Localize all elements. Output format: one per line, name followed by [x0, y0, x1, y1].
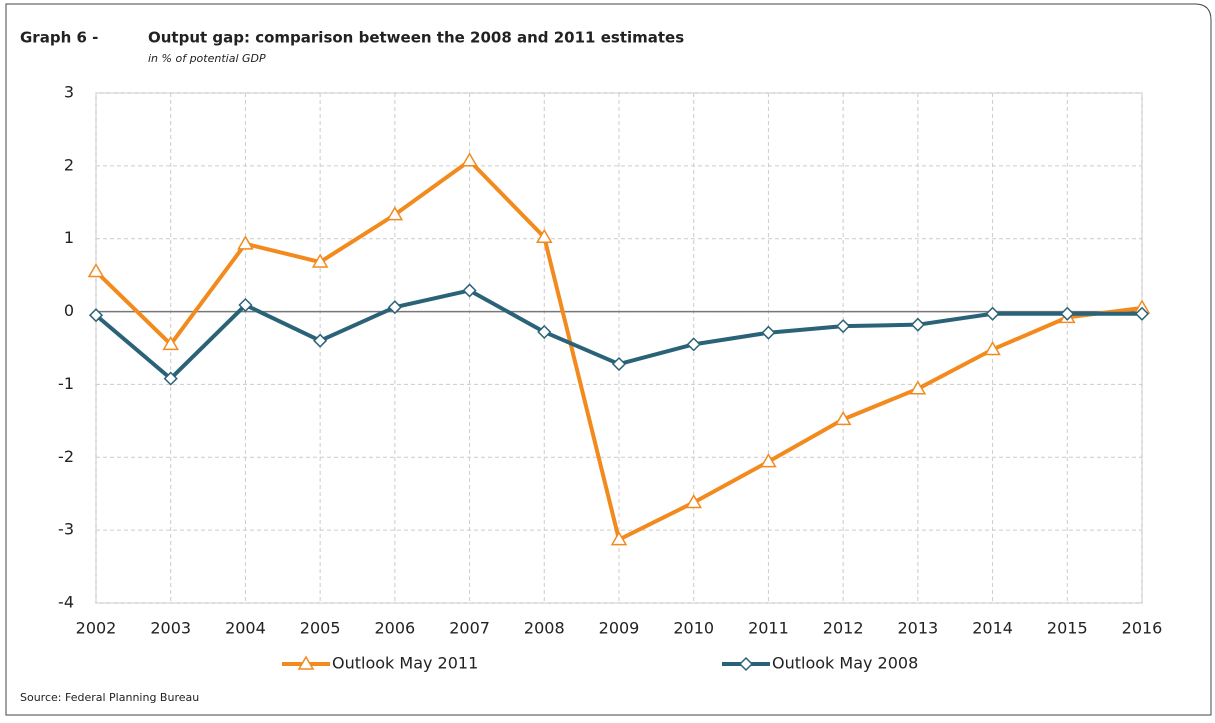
x-tick-label: 2007: [449, 619, 490, 638]
marker: [686, 337, 701, 352]
marker: [162, 335, 180, 351]
marker: [163, 371, 178, 386]
x-tick-label: 2002: [76, 619, 117, 638]
y-tick-label: 2: [64, 155, 74, 174]
marker: [1134, 306, 1150, 321]
x-tick-label: 2006: [374, 619, 415, 638]
marker: [387, 300, 402, 315]
marker: [760, 453, 777, 468]
marker: [610, 531, 628, 546]
marker: [87, 263, 105, 278]
marker: [462, 283, 477, 298]
marker: [985, 306, 1000, 321]
marker: [237, 235, 254, 250]
x-tick-label: 2003: [150, 619, 191, 638]
marker: [88, 308, 104, 323]
y-tick-label: 3: [64, 83, 74, 102]
chart-title: Output gap: comparison between the 2008 …: [148, 29, 684, 47]
marker: [909, 380, 927, 395]
y-tick-label: -1: [58, 374, 74, 393]
x-tick-label: 2015: [1047, 619, 1088, 638]
x-tick-label: 2009: [599, 619, 640, 638]
x-tick-label: 2014: [972, 619, 1013, 638]
marker: [461, 152, 478, 167]
marker: [836, 319, 851, 334]
legend-label: Outlook May 2008: [772, 654, 918, 673]
x-tick-label: 2004: [225, 619, 266, 638]
marker: [910, 317, 925, 332]
marker: [238, 297, 253, 313]
x-tick-label: 2005: [300, 619, 341, 638]
frame: [5, 3, 1212, 716]
marker: [1060, 306, 1075, 321]
source-note: Source: Federal Planning Bureau: [20, 691, 199, 704]
x-tick-label: 2008: [524, 619, 565, 638]
marker: [685, 493, 703, 509]
marker: [297, 655, 315, 670]
y-tick-label: -2: [58, 447, 74, 466]
series-line: [94, 158, 1143, 542]
marker: [311, 253, 329, 268]
graph-label: Graph 6 -: [20, 29, 98, 47]
chart-subtitle: in % of potential GDP: [148, 52, 266, 65]
marker: [738, 656, 754, 672]
marker: [313, 333, 328, 348]
y-tick-label: -3: [58, 520, 74, 539]
x-tick-label: 2012: [823, 619, 864, 638]
x-tick-label: 2016: [1122, 619, 1163, 638]
marker: [834, 410, 852, 426]
x-tick-label: 2013: [897, 619, 938, 638]
y-tick-label: -4: [58, 593, 74, 612]
marker: [984, 340, 1001, 356]
x-tick-label: 2010: [673, 619, 714, 638]
y-tick-label: 0: [64, 301, 74, 320]
marker: [761, 325, 776, 340]
marker: [537, 324, 552, 340]
marker: [611, 356, 627, 372]
y-tick-label: 1: [64, 228, 74, 247]
marker: [386, 206, 404, 221]
marker: [535, 228, 553, 244]
legend-label: Outlook May 2011: [332, 654, 478, 673]
x-tick-label: 2011: [748, 619, 789, 638]
